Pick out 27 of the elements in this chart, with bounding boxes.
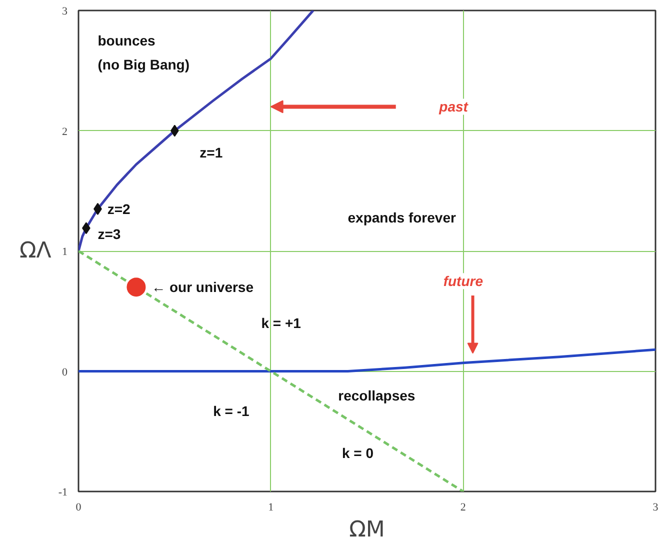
annotation: k = -1 [213,402,250,419]
y-axis-title: ΩΛ [19,238,52,264]
annotation: z=2 [107,200,131,217]
annotation: bounces [98,32,156,49]
point [126,278,146,297]
y-tick-label: 2 [62,126,68,138]
annotation: z=3 [98,226,121,242]
y-tick-label: 0 [62,366,68,378]
y-tick-label: -1 [58,486,68,498]
y-tick-label: 3 [62,6,68,18]
annotation: k = 0 [342,445,374,462]
annotation: expands forever [348,209,456,226]
line-series [78,10,314,252]
annotation: recollapses [338,387,416,404]
annotation: k = +1 [261,315,302,332]
annotation: z=1 [200,144,223,160]
y-tick-label: 1 [62,246,68,258]
line-series [78,348,656,372]
x-tick-label: 0 [76,502,82,514]
annotation: (no Big Bang) [98,56,190,73]
x-tick-label: 1 [268,502,274,514]
annotation: past [438,98,470,115]
x-axis-title: ΩM [349,518,385,542]
x-tick-label: 2 [460,502,466,514]
x-tick-label: 3 [652,502,659,514]
annotation: ← our universe [152,279,254,296]
annotation: future [443,273,484,290]
